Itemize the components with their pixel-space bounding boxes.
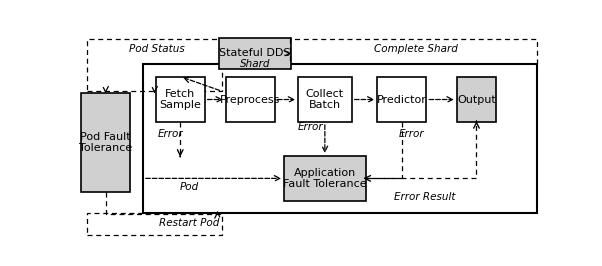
Text: Error: Error (298, 122, 324, 132)
Bar (87, 39, 222, 91)
Text: Complete Shard: Complete Shard (374, 44, 458, 54)
Text: Fetch
Sample: Fetch Sample (160, 89, 201, 110)
Text: Output: Output (457, 94, 496, 105)
Bar (219, 38, 291, 69)
Bar (298, 77, 352, 122)
Bar (81, 93, 130, 192)
Bar (87, 213, 222, 235)
Bar (377, 77, 426, 122)
Text: Error Result: Error Result (394, 192, 456, 202)
Text: Pod Status: Pod Status (129, 44, 185, 54)
Text: Error: Error (399, 129, 424, 139)
Text: Pod: Pod (180, 182, 199, 192)
Text: Pod Fault
Tolerance: Pod Fault Tolerance (79, 132, 132, 153)
Text: Collect
Batch: Collect Batch (306, 89, 344, 110)
Bar (156, 77, 205, 122)
Text: Preprocess: Preprocess (220, 94, 281, 105)
Text: Shard: Shard (240, 59, 270, 69)
Text: Predictor: Predictor (377, 94, 427, 105)
Bar (143, 64, 537, 213)
Text: Error: Error (158, 129, 184, 139)
Bar (284, 156, 365, 201)
Bar (457, 77, 496, 122)
Bar (226, 77, 275, 122)
Text: Application
Fault Tolerance: Application Fault Tolerance (283, 168, 367, 189)
Text: Restart Pod: Restart Pod (160, 218, 220, 228)
Text: Stateful DDS: Stateful DDS (219, 48, 291, 59)
